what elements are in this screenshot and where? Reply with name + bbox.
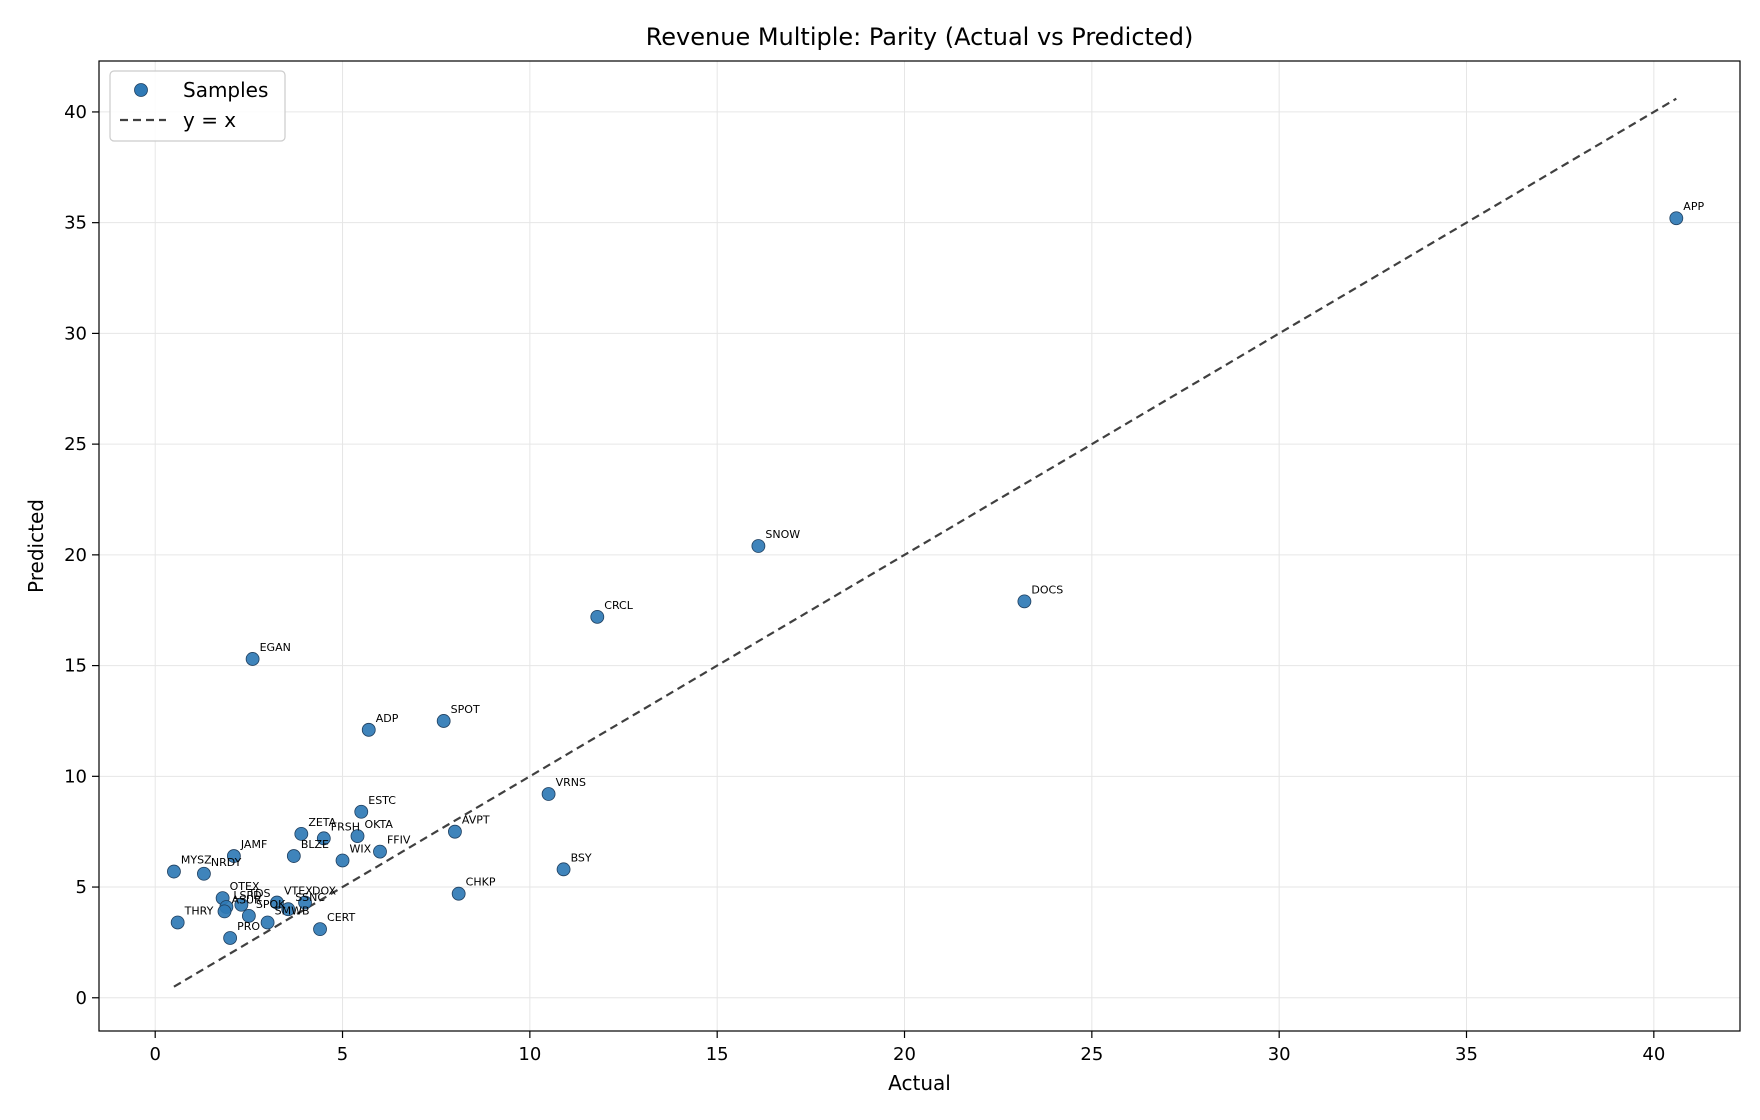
point-label: OKTA — [365, 818, 394, 831]
scatter-point — [361, 722, 376, 737]
ticks-layer: 0 5 10 15 20 25 30 35 40 0 5 10 15 20 25 30 35 40 — [64, 102, 1665, 1065]
scatter-point — [298, 895, 312, 910]
points-layer — [167, 211, 1684, 945]
point-label: SNOW — [765, 528, 800, 541]
point-label: ESTC — [368, 794, 396, 807]
point-label: ZETA — [308, 816, 336, 829]
point-label: MYSZ — [181, 854, 212, 867]
scatter-point — [1669, 211, 1684, 226]
scatter-point — [223, 931, 238, 945]
scatter-point — [1017, 594, 1032, 609]
grid — [99, 61, 1740, 1031]
scatter-point — [451, 886, 466, 901]
x-axis-label: Actual — [888, 1071, 951, 1095]
point-label: FRSH — [331, 820, 360, 833]
scatter-point — [313, 922, 327, 937]
point-labels-layer: APP SNOW DOCS CRCL EGAN SPOT ADP VRNS ESTC AVPT ZE… — [181, 200, 1705, 933]
scatter-point — [448, 824, 462, 839]
scatter-point — [241, 908, 256, 923]
scatter-point — [260, 915, 275, 930]
legend-label-samples: Samples — [183, 78, 268, 102]
scatter-point — [294, 826, 309, 841]
legend: Samples y = x — [109, 70, 286, 142]
point-label: SPOK — [256, 898, 286, 911]
x-tick-label: 40 — [1642, 1044, 1665, 1065]
chart-title: Revenue Multiple: Parity (Actual vs Pred… — [646, 23, 1194, 51]
scatter-point — [373, 844, 387, 859]
point-label: BSY — [571, 851, 592, 864]
scatter-point — [751, 539, 766, 553]
point-label: SMWB — [275, 904, 310, 917]
y-tick-label: 5 — [76, 877, 87, 898]
scatter-point — [541, 787, 556, 801]
point-label: PRO — [237, 920, 260, 933]
x-tick-label: 5 — [337, 1044, 348, 1065]
point-label: JAMF — [240, 838, 267, 851]
scatter-point — [234, 897, 249, 912]
y-tick-label: 30 — [64, 323, 87, 344]
y-tick-label: 0 — [76, 988, 87, 1009]
y-tick-label: 35 — [64, 213, 87, 234]
y-tick-label: 20 — [64, 545, 87, 566]
point-label: CRCL — [604, 599, 633, 612]
scatter-point — [281, 902, 296, 917]
reference-line-y-equals-x — [173, 97, 1677, 988]
scatter-point — [335, 853, 350, 868]
y-tick-label: 15 — [64, 656, 87, 677]
x-tick-label: 35 — [1455, 1044, 1478, 1065]
scatter-point — [350, 829, 365, 844]
point-label: VTEX — [284, 885, 313, 898]
plot-frame — [98, 60, 1741, 1032]
point-label: LSPD — [233, 889, 261, 902]
x-tick-label: 10 — [518, 1044, 541, 1065]
point-label: CHKP — [466, 876, 496, 889]
point-label: FFIV — [387, 834, 411, 847]
y-tick-label: 40 — [64, 102, 87, 123]
y-tick-label: 25 — [64, 434, 87, 455]
legend-box — [109, 70, 286, 142]
scatter-point — [167, 864, 181, 879]
x-tick-label: 30 — [1268, 1044, 1291, 1065]
point-label: SPOT — [451, 703, 480, 716]
scatter-point — [170, 915, 185, 930]
x-tick-label: 25 — [1080, 1044, 1103, 1065]
scatter-point — [226, 849, 241, 863]
scatter-point — [286, 849, 301, 863]
scatter-point — [316, 831, 331, 846]
point-label: EGAN — [260, 641, 291, 654]
point-label: DOX — [312, 885, 336, 898]
y-axis-label: Predicted — [24, 499, 48, 593]
point-label: AVPT — [462, 814, 490, 827]
legend-label-reference-line: y = x — [183, 108, 236, 132]
scatter-point — [556, 862, 571, 877]
point-label: APP — [1683, 200, 1704, 213]
scatter-point — [436, 714, 451, 728]
scatter-point — [354, 804, 369, 819]
point-label: CERT — [327, 911, 355, 924]
point-label: BLZE — [301, 838, 329, 851]
point-label: VRNS — [556, 776, 586, 789]
point-label: TDS — [247, 887, 270, 900]
x-tick-label: 20 — [893, 1044, 916, 1065]
reference-line-layer — [173, 97, 1677, 988]
point-label: THRY — [184, 904, 214, 917]
scatter-point — [217, 904, 232, 919]
legend-marker-samples — [134, 83, 148, 97]
scatter-point — [245, 652, 260, 666]
point-label: ADP — [376, 712, 399, 725]
point-label: WIX — [350, 842, 372, 855]
y-tick-label: 10 — [64, 766, 87, 787]
x-tick-label: 15 — [706, 1044, 729, 1065]
scatter-point — [197, 866, 211, 881]
point-label: DOCS — [1031, 583, 1063, 596]
point-label: NRDY — [211, 856, 242, 869]
scatter-point — [270, 895, 284, 910]
scatter-point — [590, 609, 605, 624]
point-label: ASUR — [232, 893, 263, 906]
point-label: SSNC — [295, 891, 325, 904]
x-tick-label: 0 — [149, 1044, 160, 1065]
point-label: OTEX — [230, 880, 260, 893]
